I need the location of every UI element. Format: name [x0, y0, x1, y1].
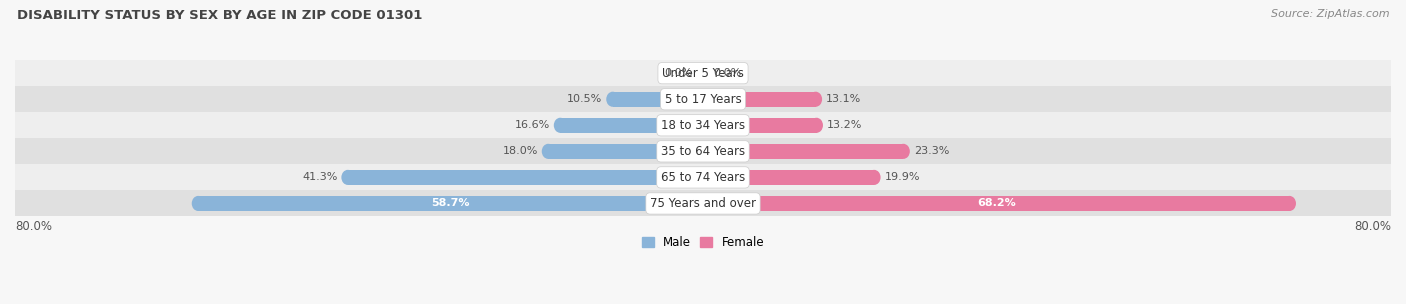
- Text: 80.0%: 80.0%: [1354, 219, 1391, 233]
- Bar: [347, 170, 703, 185]
- Bar: [198, 196, 703, 211]
- Text: Under 5 Years: Under 5 Years: [662, 67, 744, 80]
- Text: 80.0%: 80.0%: [15, 219, 52, 233]
- Text: 16.6%: 16.6%: [515, 120, 550, 130]
- Ellipse shape: [868, 170, 880, 185]
- Bar: [15, 112, 1391, 138]
- Text: 0.0%: 0.0%: [713, 68, 741, 78]
- Ellipse shape: [541, 144, 554, 159]
- Bar: [15, 138, 1391, 164]
- Text: 65 to 74 Years: 65 to 74 Years: [661, 171, 745, 184]
- Text: DISABILITY STATUS BY SEX BY AGE IN ZIP CODE 01301: DISABILITY STATUS BY SEX BY AGE IN ZIP C…: [17, 9, 422, 22]
- Bar: [15, 190, 1391, 216]
- Ellipse shape: [191, 196, 205, 211]
- Text: 13.2%: 13.2%: [827, 120, 862, 130]
- Text: 58.7%: 58.7%: [432, 199, 470, 209]
- Text: 10.5%: 10.5%: [567, 94, 602, 104]
- Bar: [703, 118, 817, 133]
- Text: 0.0%: 0.0%: [665, 68, 693, 78]
- Text: 41.3%: 41.3%: [302, 172, 337, 182]
- Bar: [15, 86, 1391, 112]
- Text: 18 to 34 Years: 18 to 34 Years: [661, 119, 745, 132]
- Text: 18.0%: 18.0%: [502, 146, 538, 156]
- Legend: Male, Female: Male, Female: [641, 236, 765, 249]
- Ellipse shape: [606, 92, 619, 107]
- Ellipse shape: [1284, 196, 1296, 211]
- Bar: [703, 196, 1289, 211]
- Ellipse shape: [810, 92, 823, 107]
- Bar: [703, 92, 815, 107]
- Bar: [703, 144, 904, 159]
- Bar: [548, 144, 703, 159]
- Ellipse shape: [342, 170, 354, 185]
- Ellipse shape: [897, 144, 910, 159]
- Bar: [560, 118, 703, 133]
- Text: 5 to 17 Years: 5 to 17 Years: [665, 93, 741, 106]
- Ellipse shape: [810, 118, 823, 133]
- Bar: [613, 92, 703, 107]
- Text: Source: ZipAtlas.com: Source: ZipAtlas.com: [1271, 9, 1389, 19]
- Text: 75 Years and over: 75 Years and over: [650, 197, 756, 210]
- Text: 68.2%: 68.2%: [977, 199, 1015, 209]
- Bar: [703, 170, 875, 185]
- Text: 23.3%: 23.3%: [914, 146, 949, 156]
- Text: 19.9%: 19.9%: [884, 172, 920, 182]
- Bar: [15, 164, 1391, 190]
- Text: 13.1%: 13.1%: [825, 94, 862, 104]
- Ellipse shape: [554, 118, 567, 133]
- Text: 35 to 64 Years: 35 to 64 Years: [661, 145, 745, 158]
- Bar: [15, 60, 1391, 86]
